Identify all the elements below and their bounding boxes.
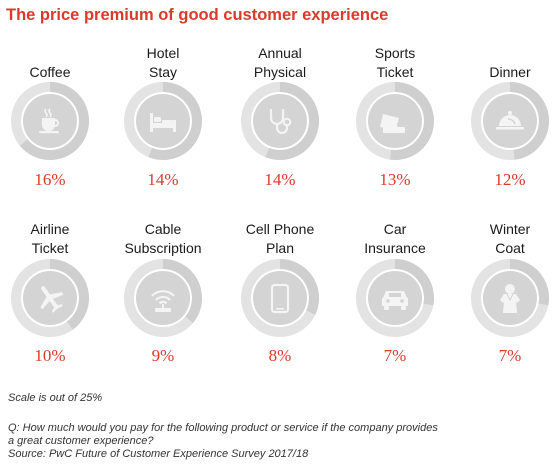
value-label: 13% (379, 170, 411, 189)
bed-icon (149, 113, 176, 132)
scale-note: Scale is out of 25% (8, 392, 103, 404)
radial-gauge (121, 256, 205, 340)
category-label-line: Winter (489, 221, 531, 237)
category-label-line: Dinner (489, 64, 531, 80)
category-label-line: Ticket (376, 64, 414, 80)
source-note: Source: PwC Future of Customer Experienc… (8, 448, 309, 460)
category-label-line: Stay (148, 64, 177, 80)
value-label: 16% (34, 170, 66, 189)
gauge-value-arc (470, 82, 549, 160)
category-label-line: Physical (253, 64, 307, 80)
category-label-line: Plan (265, 240, 295, 256)
gauge-value-arc (470, 259, 549, 337)
radial-gauge (353, 79, 437, 163)
gauge-value-arc (123, 259, 202, 337)
category-label: Car Insurance (340, 218, 451, 258)
chart-title: The price premium of good customer exper… (6, 6, 389, 24)
category-label-line: Cable (144, 221, 182, 237)
category-label: Coffee (0, 42, 106, 82)
value-label: 7% (498, 346, 522, 365)
radial-gauge (121, 79, 205, 163)
category-label: Cell Phone Plan (225, 218, 336, 258)
stethoscope-icon (269, 109, 291, 135)
gauge-value-arc (240, 82, 319, 160)
category-label-line: Airline (30, 221, 70, 237)
smartphone-icon (270, 283, 289, 314)
radial-gauge (8, 256, 92, 340)
serving-cloche-icon (495, 111, 524, 130)
value-label: 10% (34, 346, 66, 365)
gauge-value-arc (10, 82, 89, 160)
car-icon (381, 291, 408, 310)
value-label: 14% (264, 170, 296, 189)
radial-gauge (353, 256, 437, 340)
coat-person-icon (499, 284, 520, 313)
category-label: Hotel Stay (108, 42, 219, 82)
ticket-icon (379, 114, 405, 133)
category-label-line: Subscription (124, 240, 202, 256)
category-label-line: Hotel (146, 45, 180, 61)
value-label: 14% (147, 170, 179, 189)
question-line-1: Q: How much would you pay for the follow… (8, 422, 438, 434)
gauge-center (252, 271, 307, 325)
category-label-line: Annual (258, 45, 302, 61)
gauge-value-arc (123, 82, 202, 160)
category-label-line: Ticket (31, 240, 69, 256)
category-label-line: Coffee (29, 64, 71, 80)
gauge-value-arc (240, 259, 319, 337)
radial-gauge (238, 79, 322, 163)
radial-gauge (8, 79, 92, 163)
category-label: Airline Ticket (0, 218, 106, 258)
coffee-cup-icon (38, 108, 59, 134)
category-label-line: Insurance (364, 240, 426, 256)
radial-gauge (468, 79, 552, 163)
value-label: 8% (268, 346, 292, 365)
radial-gauge (468, 256, 552, 340)
category-label: Cable Subscription (108, 218, 219, 258)
gauge-value-arc (355, 82, 434, 160)
category-label: Dinner (455, 42, 555, 82)
gauge-value-arc (10, 259, 89, 337)
category-label: Winter Coat (455, 218, 555, 258)
category-label-line: Sports (374, 45, 416, 61)
category-label-line: Cell Phone (245, 221, 315, 237)
gauge-center (252, 94, 307, 148)
category-label-line: Car (383, 221, 407, 237)
wifi-router-icon (150, 290, 175, 312)
value-label: 12% (494, 170, 526, 189)
value-label: 7% (383, 346, 407, 365)
value-label: 9% (151, 346, 175, 365)
radial-gauge (238, 256, 322, 340)
gauge-value-arc (355, 259, 434, 337)
category-label: Annual Physical (225, 42, 336, 82)
category-label: Sports Ticket (340, 42, 451, 82)
category-label-line: Coat (495, 240, 525, 256)
question-line-2: a great customer experience? (8, 435, 154, 447)
